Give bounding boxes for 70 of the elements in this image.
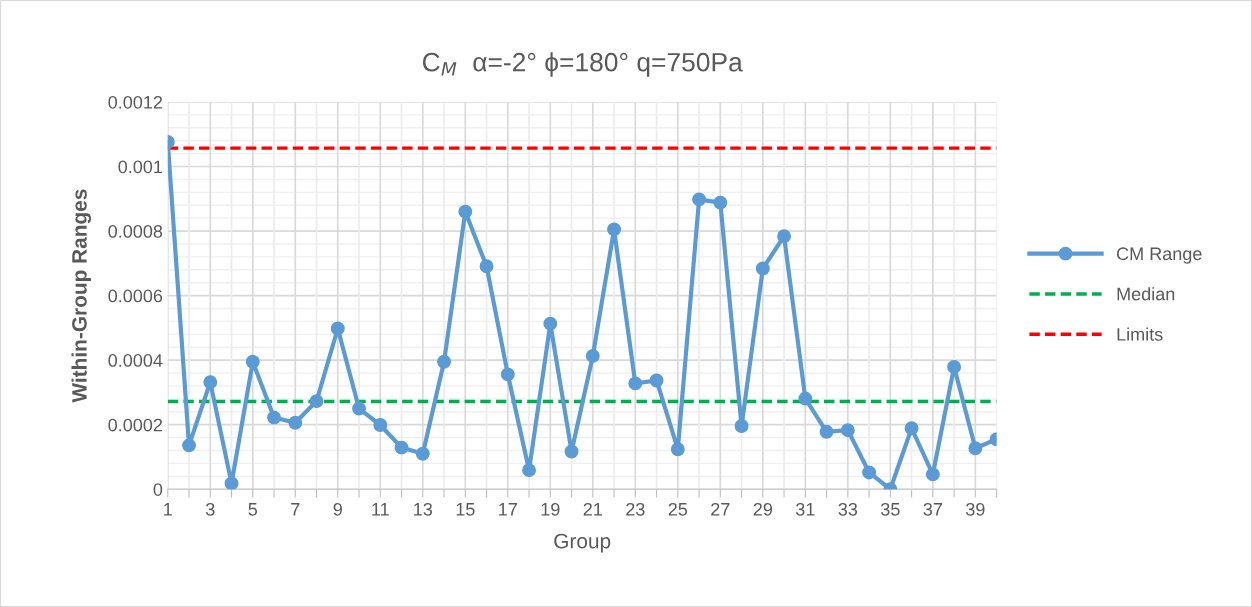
point — [352, 401, 366, 416]
chart-title: C$_{M}$ α=-2° ϕ=180° q=750Pa — [422, 52, 743, 77]
point — [755, 261, 770, 276]
x-tick-label: 27 — [711, 502, 730, 516]
point — [692, 192, 707, 207]
point — [543, 316, 558, 331]
point — [330, 321, 345, 336]
x-tick-label: 37 — [923, 502, 942, 516]
point — [777, 229, 792, 244]
x-tick-label: 5 — [248, 503, 258, 516]
x-tick-label: 1 — [164, 503, 172, 516]
point — [628, 376, 643, 391]
y-tick-label: 0.0012 — [108, 95, 163, 109]
y-tick-label: 0.0004 — [108, 354, 163, 367]
legend-label: Limits — [1117, 327, 1163, 341]
x-tick-label: 11 — [372, 503, 389, 516]
point — [288, 415, 303, 430]
point — [245, 354, 260, 369]
point — [373, 418, 388, 432]
y-tick-label: 0 — [153, 483, 163, 496]
point — [479, 259, 494, 274]
y-tick-label: 0.001 — [118, 160, 163, 174]
point — [670, 442, 685, 457]
point — [267, 410, 281, 425]
point — [394, 440, 409, 455]
point — [224, 476, 239, 490]
point — [437, 354, 451, 369]
x-tick-label: 39 — [965, 502, 985, 516]
point — [309, 394, 324, 409]
x-tick-label: 25 — [668, 502, 688, 516]
point — [564, 444, 579, 459]
point — [203, 375, 218, 390]
y-tick-label: 0.0002 — [108, 418, 163, 432]
point — [925, 467, 940, 482]
point — [798, 391, 813, 406]
x-tick-label: 9 — [333, 502, 342, 516]
point — [840, 423, 855, 438]
x-tick-label: 13 — [414, 502, 433, 516]
x-tick-label: 35 — [880, 502, 900, 516]
point — [522, 463, 536, 478]
x-tick-label: 33 — [838, 502, 858, 516]
x-tick-label: 3 — [205, 502, 215, 516]
x-tick-label: 7 — [291, 503, 300, 516]
point — [904, 421, 919, 436]
point — [734, 419, 749, 433]
point — [968, 441, 983, 456]
x-tick-label: 17 — [499, 503, 517, 516]
point — [607, 222, 622, 237]
y-tick-label: 0.0008 — [108, 225, 163, 238]
point — [649, 373, 664, 388]
x-tick-label: 23 — [626, 502, 645, 516]
x-tick-label: 19 — [541, 502, 560, 516]
point — [182, 438, 196, 453]
x-tick-label: 29 — [753, 502, 773, 516]
x-axis-title: Group — [554, 533, 611, 553]
x-tick-label: 21 — [583, 502, 602, 516]
x-tick-label: 31 — [795, 502, 815, 516]
point — [500, 367, 515, 382]
point — [819, 424, 834, 439]
x-tick-label: 15 — [456, 503, 475, 516]
point — [947, 359, 962, 374]
legend-label: Median — [1117, 287, 1175, 301]
legend-label: CM Range — [1117, 247, 1202, 264]
point — [458, 204, 473, 219]
point — [862, 465, 877, 480]
point — [585, 349, 600, 363]
y-tick-label: 0.0006 — [108, 289, 163, 303]
point — [713, 195, 728, 210]
point — [415, 446, 430, 461]
y-axis-title: Within-Group Ranges — [71, 189, 92, 403]
